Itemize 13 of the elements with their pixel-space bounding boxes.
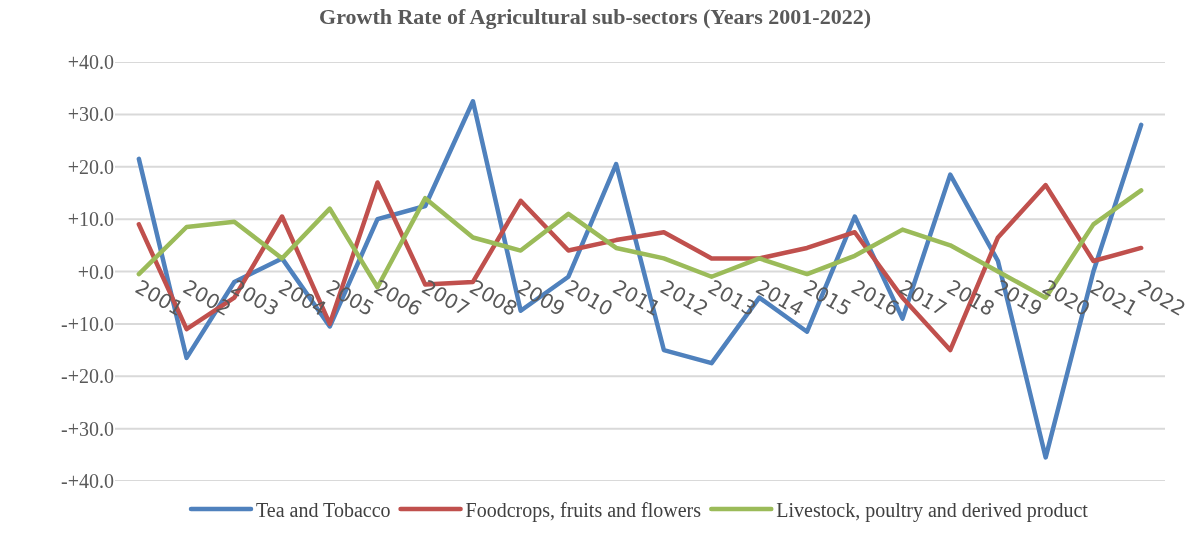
- y-tick-label: +30.0: [67, 103, 114, 126]
- legend-label: Livestock, poultry and derived product: [776, 498, 1089, 522]
- y-tick-label: +0.0: [77, 260, 114, 283]
- y-tick-label: -+30.0: [61, 417, 114, 440]
- y-tick-label: +10.0: [67, 208, 114, 231]
- legend-label: Foodcrops, fruits and flowers: [465, 498, 702, 522]
- y-tick-label: -+20.0: [61, 365, 114, 388]
- y-tick-label: -+10.0: [61, 312, 114, 335]
- y-tick-label: -+40.0: [61, 470, 114, 492]
- y-tick-label: +40.0: [67, 51, 114, 73]
- legend-label: Tea and Tobacco: [256, 498, 391, 521]
- chart-title: Growth Rate of Agricultural sub-sectors (Years 2001-2022): [319, 3, 871, 29]
- y-tick-label: +20.0: [67, 155, 114, 178]
